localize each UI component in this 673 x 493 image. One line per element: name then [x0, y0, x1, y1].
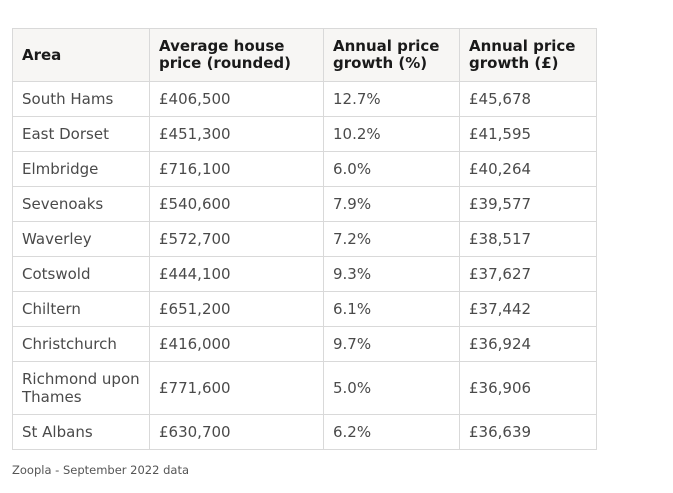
cell-area: Cotswold — [12, 256, 150, 292]
table-row: Cotswold £444,100 9.3% £37,627 — [12, 256, 597, 292]
cell-growth-pounds: £40,264 — [459, 151, 597, 187]
cell-area: Christchurch — [12, 326, 150, 362]
cell-growth-percent: 9.7% — [323, 326, 460, 362]
price-table-container: Area Average house price (rounded) Annua… — [12, 28, 597, 450]
cell-area: Waverley — [12, 221, 150, 257]
table-row: Waverley £572,700 7.2% £38,517 — [12, 221, 597, 257]
cell-growth-pounds: £38,517 — [459, 221, 597, 257]
table-header: Area Average house price (rounded) Annua… — [12, 28, 597, 82]
cell-area: St Albans — [12, 414, 150, 450]
cell-growth-pounds: £39,577 — [459, 186, 597, 222]
table-row: Sevenoaks £540,600 7.9% £39,577 — [12, 186, 597, 222]
table-row: Chiltern £651,200 6.1% £37,442 — [12, 291, 597, 327]
header-growth-percent: Annual price growth (%) — [323, 28, 460, 82]
cell-growth-pounds: £37,627 — [459, 256, 597, 292]
table-row: East Dorset £451,300 10.2% £41,595 — [12, 116, 597, 152]
cell-area: Elmbridge — [12, 151, 150, 187]
cell-area: Chiltern — [12, 291, 150, 327]
cell-growth-percent: 7.9% — [323, 186, 460, 222]
source-caption: Zoopla - September 2022 data — [12, 463, 189, 477]
cell-growth-percent: 10.2% — [323, 116, 460, 152]
table-row: Christchurch £416,000 9.7% £36,924 — [12, 326, 597, 362]
cell-average-price: £416,000 — [149, 326, 324, 362]
cell-area: South Hams — [12, 81, 150, 117]
cell-growth-pounds: £37,442 — [459, 291, 597, 327]
house-price-table: Area Average house price (rounded) Annua… — [12, 28, 597, 450]
cell-growth-percent: 12.7% — [323, 81, 460, 117]
cell-area: East Dorset — [12, 116, 150, 152]
cell-average-price: £651,200 — [149, 291, 324, 327]
cell-area: Sevenoaks — [12, 186, 150, 222]
cell-area: Richmond upon Thames — [12, 361, 150, 415]
table-body: South Hams £406,500 12.7% £45,678 East D… — [12, 81, 597, 450]
cell-average-price: £630,700 — [149, 414, 324, 450]
cell-growth-pounds: £36,639 — [459, 414, 597, 450]
table-row: St Albans £630,700 6.2% £36,639 — [12, 414, 597, 450]
cell-growth-percent: 7.2% — [323, 221, 460, 257]
header-average-price: Average house price (rounded) — [149, 28, 324, 82]
cell-average-price: £540,600 — [149, 186, 324, 222]
cell-growth-pounds: £36,906 — [459, 361, 597, 415]
table-row: South Hams £406,500 12.7% £45,678 — [12, 81, 597, 117]
cell-growth-pounds: £36,924 — [459, 326, 597, 362]
cell-growth-percent: 5.0% — [323, 361, 460, 415]
cell-average-price: £406,500 — [149, 81, 324, 117]
cell-average-price: £572,700 — [149, 221, 324, 257]
cell-average-price: £444,100 — [149, 256, 324, 292]
header-growth-pounds: Annual price growth (£) — [459, 28, 597, 82]
cell-average-price: £716,100 — [149, 151, 324, 187]
table-row: Richmond upon Thames £771,600 5.0% £36,9… — [12, 361, 597, 415]
header-area: Area — [12, 28, 150, 82]
cell-average-price: £771,600 — [149, 361, 324, 415]
cell-growth-percent: 6.2% — [323, 414, 460, 450]
cell-growth-percent: 6.1% — [323, 291, 460, 327]
cell-growth-percent: 9.3% — [323, 256, 460, 292]
cell-growth-pounds: £45,678 — [459, 81, 597, 117]
cell-average-price: £451,300 — [149, 116, 324, 152]
cell-growth-percent: 6.0% — [323, 151, 460, 187]
cell-growth-pounds: £41,595 — [459, 116, 597, 152]
table-row: Elmbridge £716,100 6.0% £40,264 — [12, 151, 597, 187]
header-row: Area Average house price (rounded) Annua… — [12, 28, 597, 82]
